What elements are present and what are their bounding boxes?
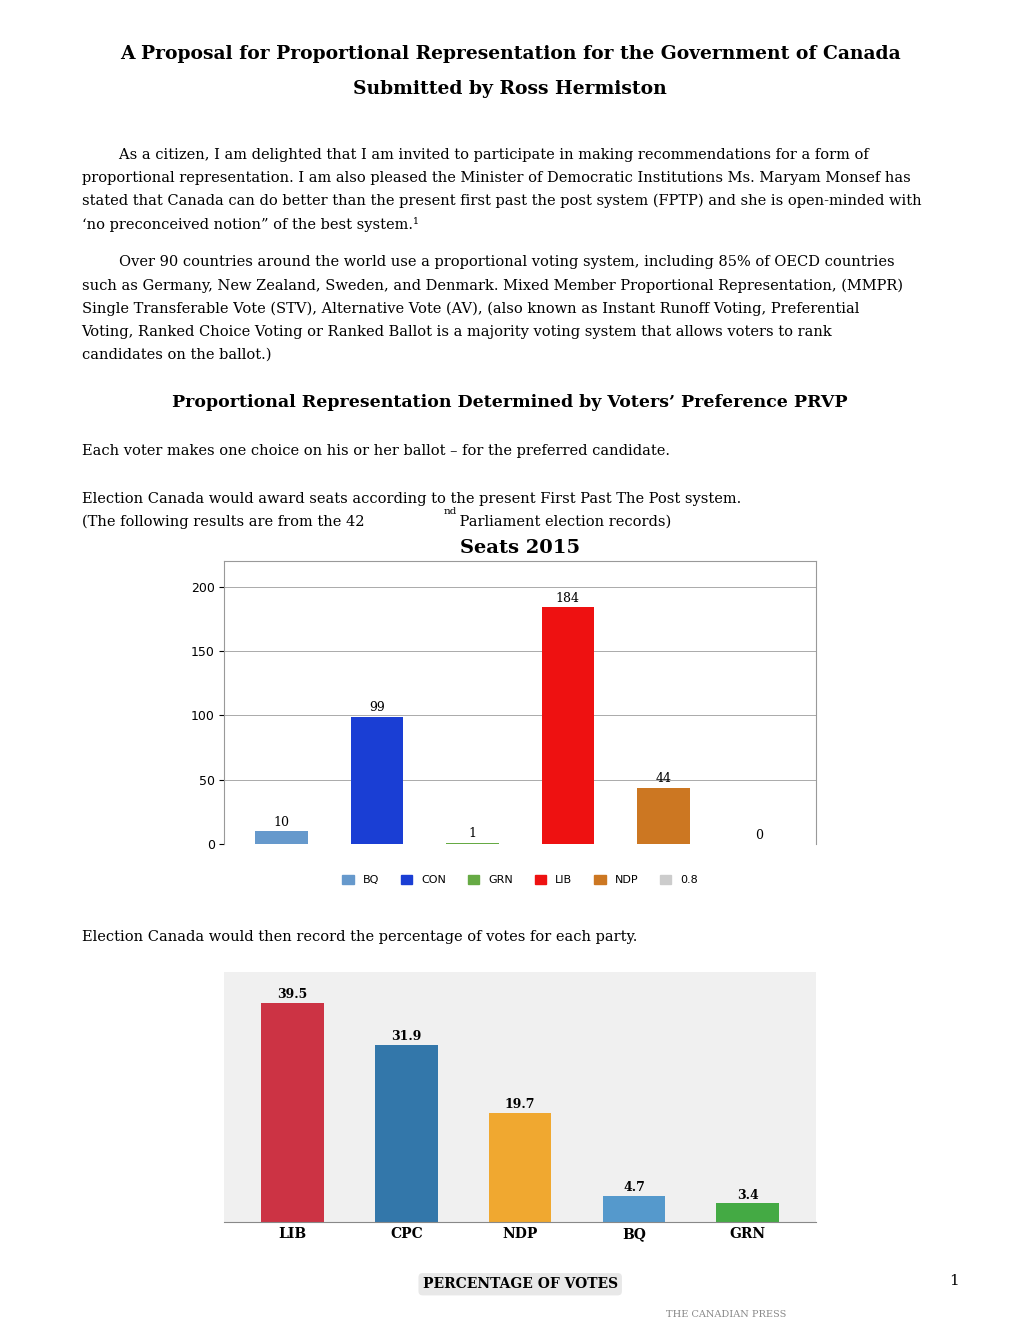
Text: 19.7: 19.7 xyxy=(504,1098,535,1112)
Text: 3.4: 3.4 xyxy=(736,1189,758,1201)
Text: (The following results are from the 42: (The following results are from the 42 xyxy=(82,515,364,529)
Text: ‘no preconceived notion” of the best system.¹: ‘no preconceived notion” of the best sys… xyxy=(82,216,418,232)
Bar xyxy=(255,831,308,844)
Text: proportional representation. I am also pleased the Minister of Democratic Instit: proportional representation. I am also p… xyxy=(82,170,910,184)
Text: 0: 0 xyxy=(754,828,762,842)
Text: 99: 99 xyxy=(369,701,384,714)
Bar xyxy=(261,1002,324,1222)
Text: nd: nd xyxy=(443,507,457,516)
Bar xyxy=(541,607,594,844)
Text: 31.9: 31.9 xyxy=(391,1030,421,1043)
Text: such as Germany, New Zealand, Sweden, and Denmark. Mixed Member Proportional Rep: such as Germany, New Zealand, Sweden, an… xyxy=(82,278,902,292)
Bar xyxy=(488,1113,551,1222)
Text: 44: 44 xyxy=(654,772,671,785)
Text: 39.5: 39.5 xyxy=(277,988,308,1001)
Text: Submitted by Ross Hermiston: Submitted by Ross Hermiston xyxy=(353,80,666,99)
Text: Single Transferable Vote (STV), Alternative Vote (AV), (also known as Instant Ru: Single Transferable Vote (STV), Alternat… xyxy=(82,302,858,316)
Title: Seats 2015: Seats 2015 xyxy=(460,539,580,557)
Text: stated that Canada can do better than the present first past the post system (FP: stated that Canada can do better than th… xyxy=(82,194,920,208)
Text: Over 90 countries around the world use a proportional voting system, including 8: Over 90 countries around the world use a… xyxy=(82,255,894,270)
Legend: BQ, CON, GRN, LIB, NDP, 0.8: BQ, CON, GRN, LIB, NDP, 0.8 xyxy=(337,871,702,889)
Text: 184: 184 xyxy=(555,591,580,605)
Text: Parliament election records): Parliament election records) xyxy=(454,515,671,529)
Text: 4.7: 4.7 xyxy=(623,1181,644,1195)
Text: Election Canada would award seats according to the present First Past The Post s: Election Canada would award seats accord… xyxy=(82,491,740,506)
Text: 1: 1 xyxy=(948,1274,958,1288)
Text: 1: 1 xyxy=(468,827,476,840)
Text: PERCENTAGE OF VOTES: PERCENTAGE OF VOTES xyxy=(422,1277,618,1291)
Text: Election Canada would then record the percentage of votes for each party.: Election Canada would then record the pe… xyxy=(82,930,636,944)
Text: candidates on the ballot.): candidates on the ballot.) xyxy=(82,348,271,362)
Text: Voting, Ranked Choice Voting or Ranked Ballot is a majority voting system that a: Voting, Ranked Choice Voting or Ranked B… xyxy=(82,324,832,338)
Bar xyxy=(602,1196,664,1222)
Text: Each voter makes one choice on his or her ballot – for the preferred candidate.: Each voter makes one choice on his or he… xyxy=(82,444,668,458)
Bar xyxy=(715,1204,779,1222)
Text: THE CANADIAN PRESS: THE CANADIAN PRESS xyxy=(665,1309,786,1317)
Text: As a citizen, I am delighted that I am invited to participate in making recommen: As a citizen, I am delighted that I am i… xyxy=(82,148,867,162)
Text: 10: 10 xyxy=(273,815,289,828)
Bar xyxy=(637,788,689,844)
Text: Proportional Representation Determined by Voters’ Preference PRVP: Proportional Representation Determined b… xyxy=(172,394,847,411)
Bar xyxy=(351,716,403,844)
Bar xyxy=(375,1044,437,1222)
Text: A Proposal for Proportional Representation for the Government of Canada: A Proposal for Proportional Representati… xyxy=(119,45,900,63)
